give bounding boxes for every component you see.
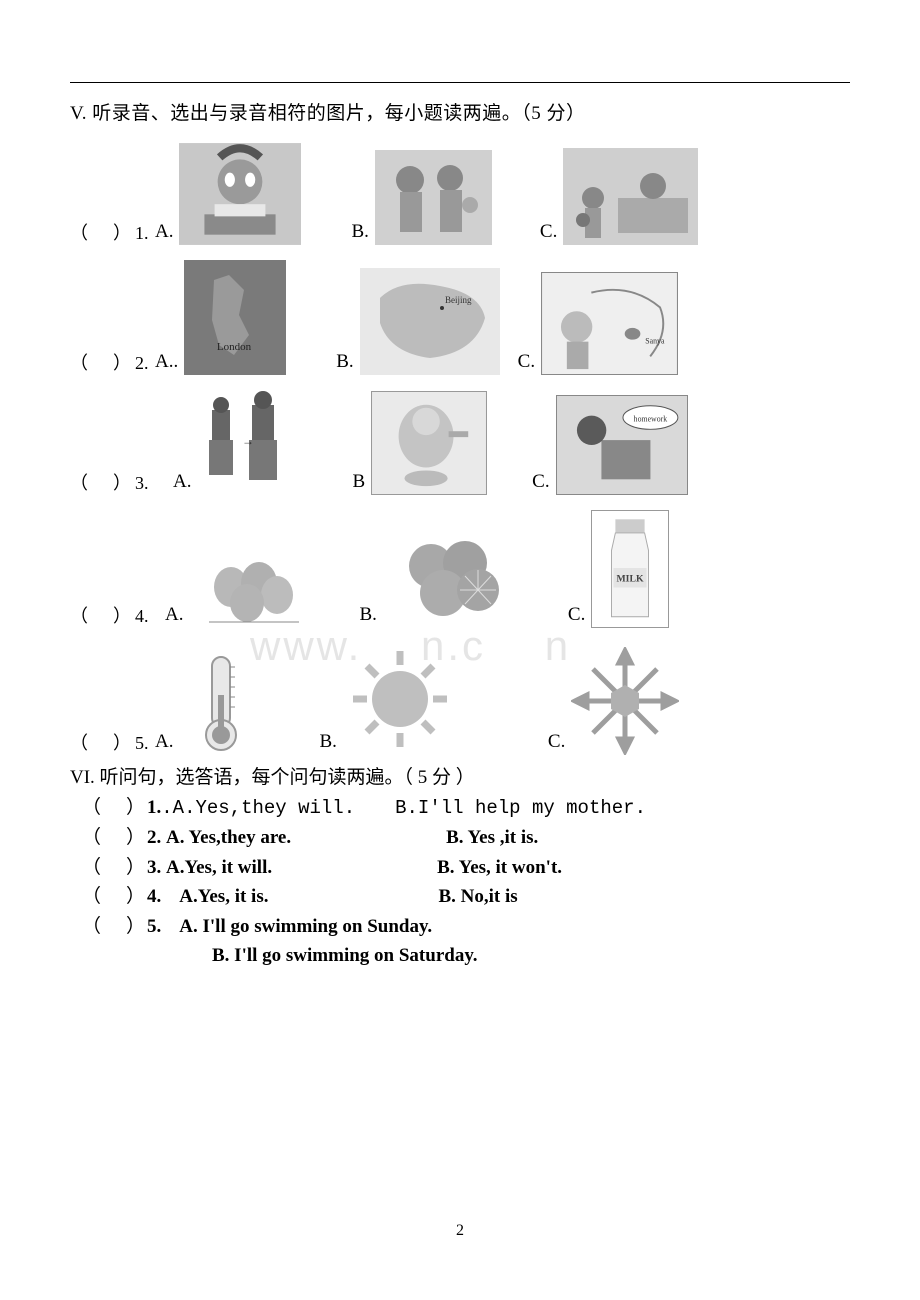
children-playing-image (375, 150, 492, 245)
weather-forecast-image: Sanya (541, 272, 678, 375)
q-num: 1. (147, 797, 161, 818)
question-row-2: （）2. A.. London B. Beijing C. Sanya (70, 260, 850, 375)
top-horizontal-rule (70, 82, 850, 83)
robot-cooking-image (371, 391, 487, 495)
q-num: 4. (147, 886, 161, 907)
thermometer-image (179, 647, 264, 755)
robot-homework-image: homework (556, 395, 688, 495)
option-label-c: C. (568, 604, 585, 626)
child-reading-image (179, 143, 301, 245)
option-a: A. Yes,they are. (166, 827, 291, 848)
svg-text:Sanya: Sanya (645, 337, 665, 346)
option-label-c: C. (548, 731, 565, 753)
svg-text:London: London (217, 341, 252, 353)
option-label-b: B. (319, 731, 336, 753)
option-label-c: C. (532, 471, 549, 493)
blank-paren: （）4. (70, 602, 150, 628)
eggs-image (189, 525, 314, 628)
option-label-a: A. (155, 731, 173, 753)
map-london-image: London (184, 260, 286, 375)
section-vi: VI. 听问句，选答语，每个问句读两遍。（ 5 分 ） （）1..A.Yes,t… (70, 762, 850, 971)
page-number: 2 (0, 1222, 920, 1240)
answer-line-5b: B. I'll go swimming on Saturday. (70, 941, 850, 970)
option-a: A.Yes, it is. (179, 886, 268, 907)
option-a: A. I'll go swimming on Sunday. (179, 916, 432, 937)
option-label-a: A. (165, 604, 183, 626)
svg-text:→: → (242, 434, 254, 448)
answer-line-5: （）5.A. I'll go swimming on Sunday. (70, 912, 850, 941)
option-a: A.Yes, it will. (166, 857, 272, 878)
question-row-1: （）1. A. B. C. (70, 143, 850, 245)
section-v-header: V. 听录音、选出与录音相符的图片，每小题读两遍。（5 分） (70, 98, 850, 125)
snowflake-image (571, 647, 679, 755)
section-vi-header: VI. 听问句，选答语，每个问句读两遍。（ 5 分 ） (70, 762, 850, 789)
answer-line-2: （）2. A. Yes,they are.B. Yes ,it is. (70, 823, 850, 852)
option-b: B. No,it is (438, 886, 517, 907)
blank-paren: （）3. (70, 469, 150, 495)
sick-visit-image (563, 148, 698, 245)
answer-line-3: （）3. A.Yes, it will.B. Yes, it won't. (70, 853, 850, 882)
option-label-a: A.. (155, 351, 178, 373)
option-label-a: A. (155, 221, 173, 243)
q-num: 3. (147, 857, 161, 878)
milk-bottle-image: MILK (591, 510, 669, 628)
map-china-image: Beijing (360, 268, 500, 375)
option-label-b: B. (351, 221, 368, 243)
option-b: B. Yes ,it is. (446, 827, 538, 848)
option-b: B. Yes, it won't. (437, 857, 562, 878)
oranges-image (383, 518, 513, 628)
two-robots-image: → (197, 390, 292, 495)
question-row-5: （）5. A. B. C. (70, 643, 850, 755)
answer-line-4: （）4.A.Yes, it is.B. No,it is (70, 882, 850, 911)
q-num: 5. (147, 916, 161, 937)
option-label-c: C. (540, 221, 557, 243)
page-content: V. 听录音、选出与录音相符的图片，每小题读两遍。（5 分） （）1. A. B… (70, 80, 850, 971)
svg-text:homework: homework (633, 414, 667, 423)
option-b: B. I'll go swimming on Saturday. (212, 945, 478, 966)
question-row-3: （）3. A. → B C. homework (70, 390, 850, 495)
option-label-a: A. (173, 471, 191, 493)
option-b: B.I'll help my mother. (395, 797, 646, 819)
question-row-4: （）4. A. B. C. MILK (70, 510, 850, 628)
option-label-b: B. (336, 351, 353, 373)
blank-paren: （）5. (70, 729, 150, 755)
blank-paren: （）1. (70, 219, 150, 245)
option-a: .A.Yes,they will. (161, 797, 355, 819)
blank-paren: （）2. (70, 349, 150, 375)
option-label-b: B (352, 471, 365, 493)
svg-text:MILK: MILK (617, 574, 644, 585)
sun-image (343, 643, 458, 755)
svg-text:Beijing: Beijing (445, 295, 472, 305)
option-label-b: B. (359, 604, 376, 626)
q-num: 2. (147, 827, 161, 848)
option-label-c: C. (518, 351, 535, 373)
answer-line-1: （）1..A.Yes,they will.B.I'll help my moth… (70, 793, 850, 823)
